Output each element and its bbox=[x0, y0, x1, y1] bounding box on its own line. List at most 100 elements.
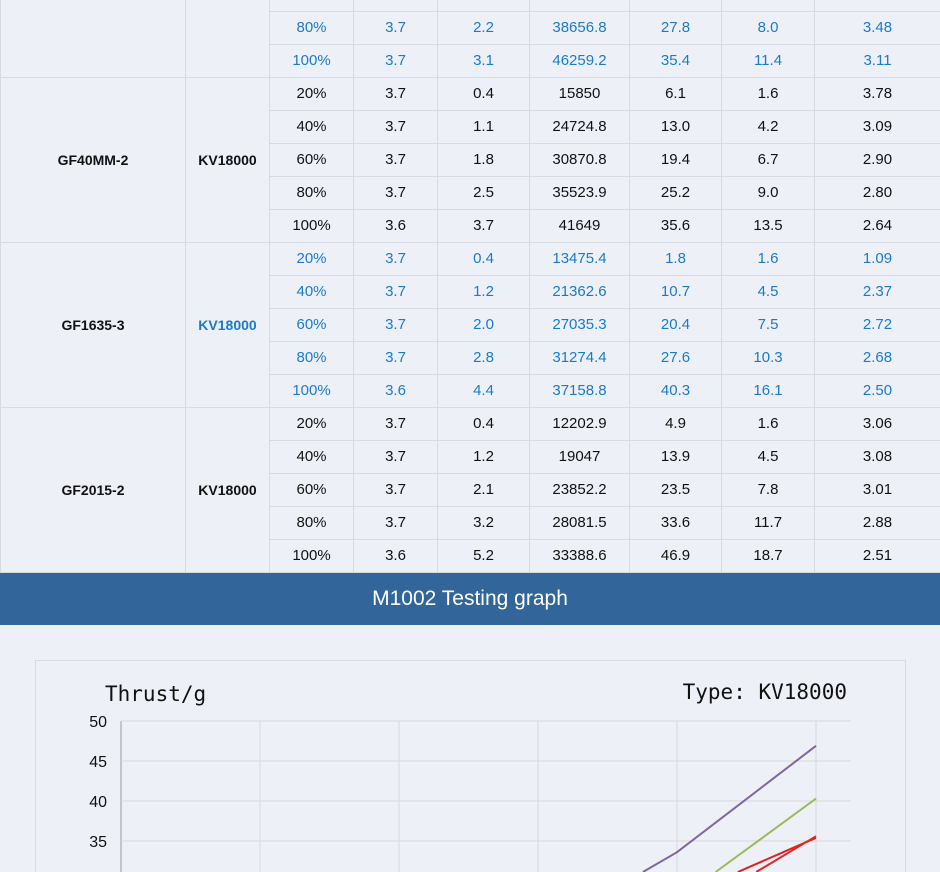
table-cell bbox=[629, 0, 722, 12]
table-cell: 1.2 bbox=[437, 275, 530, 309]
table-cell: 30870.8 bbox=[529, 143, 630, 177]
thrust-chart: Thrust/g Type: KV18000 50 45 40 35 bbox=[89, 680, 851, 872]
table-cell: 3.7 bbox=[353, 176, 438, 210]
table-cell: 21362.6 bbox=[529, 275, 630, 309]
kv-cell: KV18000 bbox=[185, 77, 270, 243]
table-cell: 40% bbox=[269, 275, 354, 309]
table-cell: 2.37 bbox=[814, 275, 940, 309]
table-cell: 3.7 bbox=[353, 44, 438, 78]
table-cell: 19047 bbox=[529, 440, 630, 474]
table-row: 60% 3.7 2.0 27035.3 20.4 7.5 2.72 bbox=[1, 308, 940, 342]
table-cell: 13.5 bbox=[721, 209, 815, 243]
table-cell: 27.8 bbox=[629, 11, 722, 45]
table-cell: 3.7 bbox=[353, 341, 438, 375]
kv-cell: KV18000 bbox=[185, 407, 270, 573]
table-row: 60% 3.7 1.8 30870.8 19.4 6.7 2.90 bbox=[1, 143, 940, 177]
table-cell: 100% bbox=[269, 44, 354, 78]
table-cell: 3.11 bbox=[814, 44, 940, 78]
table-row: 80% 3.7 3.2 28081.5 33.6 11.7 2.88 bbox=[1, 506, 940, 540]
table-row: 40% 3.7 1.2 19047 13.9 4.5 3.08 bbox=[1, 440, 940, 474]
model-cell: GF2015-2 bbox=[0, 407, 186, 573]
table-cell: 2.68 bbox=[814, 341, 940, 375]
table-cell: 3.7 bbox=[353, 143, 438, 177]
table-cell: 3.7 bbox=[437, 209, 530, 243]
table-cell: 9.0 bbox=[721, 176, 815, 210]
kv-cell: KV18000 bbox=[185, 242, 270, 408]
table-cell: 2.5 bbox=[437, 176, 530, 210]
series-line-1 bbox=[755, 835, 817, 872]
table-cell: 23.5 bbox=[629, 473, 722, 507]
y-tick-label: 50 bbox=[89, 714, 107, 731]
y-tick-label: 40 bbox=[89, 794, 107, 811]
table-cell: 46259.2 bbox=[529, 44, 630, 78]
table-cell bbox=[353, 0, 438, 12]
table-cell: 3.7 bbox=[353, 440, 438, 474]
table-cell: 38656.8 bbox=[529, 11, 630, 45]
model-cell bbox=[0, 0, 186, 78]
test-data-table: 80% 3.7 2.2 38656.8 27.8 8.0 3.48 100% 3.7 3.1 462… bbox=[0, 0, 940, 573]
table-row: 40% 3.7 1.2 21362.6 10.7 4.5 2.37 bbox=[1, 275, 940, 309]
table-cell: 7.5 bbox=[721, 308, 815, 342]
table-cell: 3.6 bbox=[353, 374, 438, 408]
table-cell: 2.2 bbox=[437, 11, 530, 45]
table-cell: 35523.9 bbox=[529, 176, 630, 210]
table-cell: 4.9 bbox=[629, 407, 722, 441]
table-cell: 3.7 bbox=[353, 308, 438, 342]
table-cell: 13.9 bbox=[629, 440, 722, 474]
chart-panel: Thrust/g Type: KV18000 50 45 40 35 bbox=[35, 660, 906, 872]
table-cell bbox=[437, 0, 530, 12]
table-cell: 40% bbox=[269, 440, 354, 474]
table-cell: 1.6 bbox=[721, 77, 815, 111]
table-cell: 10.7 bbox=[629, 275, 722, 309]
table-row: 60% 3.7 2.1 23852.2 23.5 7.8 3.01 bbox=[1, 473, 940, 507]
table-cell: 80% bbox=[269, 341, 354, 375]
table-cell: 100% bbox=[269, 209, 354, 243]
table-cell: 20% bbox=[269, 242, 354, 276]
table-cell: 20% bbox=[269, 407, 354, 441]
table-cell: 3.7 bbox=[353, 242, 438, 276]
table-row: 100% 3.6 4.4 37158.8 40.3 16.1 2.50 bbox=[1, 374, 940, 408]
table-cell: 6.7 bbox=[721, 143, 815, 177]
table-cell bbox=[269, 0, 354, 12]
table-cell: 3.7 bbox=[353, 275, 438, 309]
table-cell: 2.88 bbox=[814, 506, 940, 540]
table-cell: 3.7 bbox=[353, 407, 438, 441]
table-cell: 0.4 bbox=[437, 407, 530, 441]
table-cell: 3.01 bbox=[814, 473, 940, 507]
table-cell: 37158.8 bbox=[529, 374, 630, 408]
table-cell: 3.6 bbox=[353, 209, 438, 243]
table-cell: 20% bbox=[269, 77, 354, 111]
table-cell: 1.8 bbox=[437, 143, 530, 177]
table-cell: 2.90 bbox=[814, 143, 940, 177]
table-cell: 27035.3 bbox=[529, 308, 630, 342]
table-row: GF1635-3 KV18000 20% 3.7 0.4 13475.4 1.8 1.6 1.0… bbox=[0, 242, 940, 408]
table-cell: 2.1 bbox=[437, 473, 530, 507]
chart-title: Type: KV18000 bbox=[683, 680, 847, 704]
table-cell: 25.2 bbox=[629, 176, 722, 210]
table-cell: 13475.4 bbox=[529, 242, 630, 276]
table-cell: 27.6 bbox=[629, 341, 722, 375]
table-cell: 1.8 bbox=[629, 242, 722, 276]
table-cell: 2.72 bbox=[814, 308, 940, 342]
table-cell: 4.4 bbox=[437, 374, 530, 408]
table-cell: 0.4 bbox=[437, 242, 530, 276]
table-cell: 80% bbox=[269, 11, 354, 45]
table-row: 40% 3.7 1.1 24724.8 13.0 4.2 3.09 bbox=[1, 110, 940, 144]
table-row: 80% 3.7 2.2 38656.8 27.8 8.0 3.48 bbox=[1, 11, 940, 45]
model-cell: GF40MM-2 bbox=[0, 77, 186, 243]
table-cell: 8.0 bbox=[721, 11, 815, 45]
kv-cell bbox=[185, 0, 270, 78]
table-cell: 60% bbox=[269, 473, 354, 507]
table-cell: 31274.4 bbox=[529, 341, 630, 375]
table-cell: 28081.5 bbox=[529, 506, 630, 540]
table-cell: 12202.9 bbox=[529, 407, 630, 441]
table-cell bbox=[814, 0, 940, 12]
table-row bbox=[0, 0, 940, 78]
table-cell: 5.2 bbox=[437, 539, 530, 573]
table-cell bbox=[529, 0, 630, 12]
section-header: M1002 Testing graph bbox=[0, 573, 940, 625]
table-cell: 10.3 bbox=[721, 341, 815, 375]
table-cell: 35.6 bbox=[629, 209, 722, 243]
table-cell: 3.7 bbox=[353, 110, 438, 144]
table-cell: 1.6 bbox=[721, 242, 815, 276]
